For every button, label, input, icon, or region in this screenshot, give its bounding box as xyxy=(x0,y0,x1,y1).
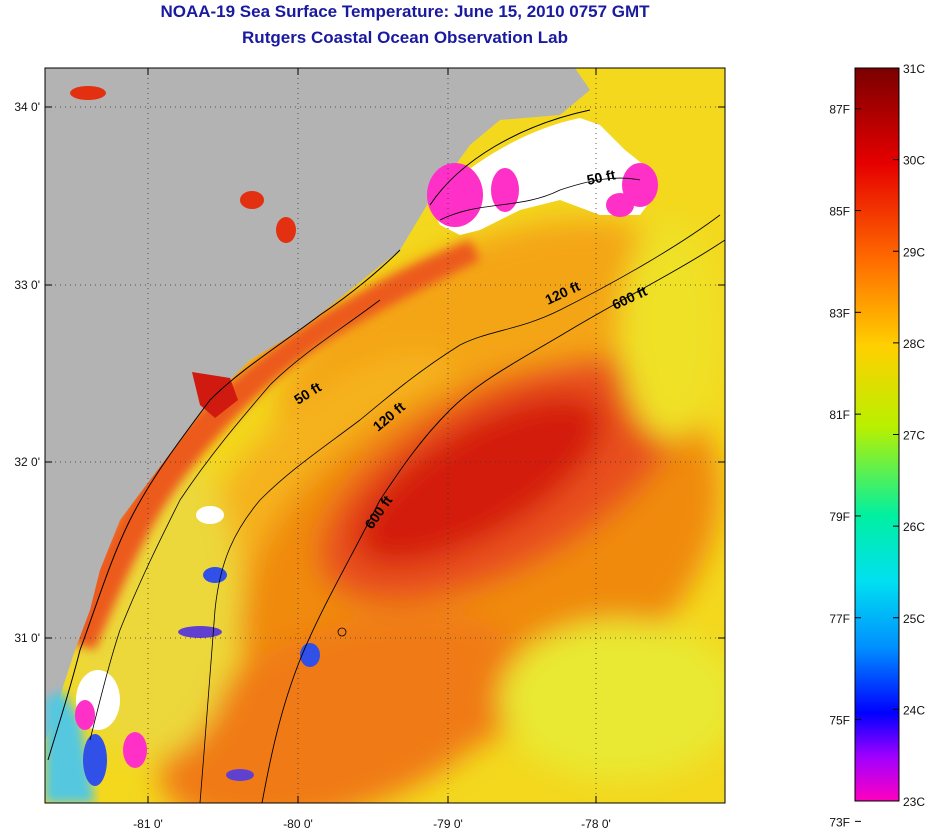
graticule xyxy=(45,68,725,803)
colorbar-fahrenheit-label: 83F xyxy=(829,306,850,320)
colorbar-celsius-label: 29C xyxy=(903,245,925,259)
colorbar-fahrenheit-label: 73F xyxy=(829,815,850,829)
colorbar-celsius-label: 28C xyxy=(903,337,925,351)
colorbar-fahrenheit-label: 85F xyxy=(829,205,850,219)
map-title: NOAA-19 Sea Surface Temperature: June 15… xyxy=(160,2,650,21)
colorbar-fahrenheit-label: 77F xyxy=(829,612,850,626)
isobath-120ft xyxy=(199,214,721,803)
x-tick-label: -81 0' xyxy=(133,817,163,831)
y-tick-label: 31 0' xyxy=(14,631,40,645)
colorbar-fahrenheit-label: 79F xyxy=(829,510,850,524)
axis-ticks xyxy=(45,68,725,803)
colorbar-celsius-labels: 31C 30C 29C 28C 27C 26C 25C 24C 23C xyxy=(903,62,925,809)
colorbar-ticks xyxy=(855,67,899,822)
colorbar-celsius-label: 25C xyxy=(903,612,925,626)
cloud-patch xyxy=(430,118,655,235)
isobath-50ft xyxy=(89,177,641,741)
colorbar-fahrenheit-label: 87F xyxy=(829,103,850,117)
colorbar-celsius-label: 26C xyxy=(903,520,925,534)
colorbar-celsius-label: 23C xyxy=(903,795,925,809)
colorbar-celsius-label: 30C xyxy=(903,154,925,168)
isobath-600ft xyxy=(261,239,725,803)
colorbar-celsius-label: 27C xyxy=(903,429,925,443)
map-subtitle: Rutgers Coastal Ocean Observation Lab xyxy=(242,28,568,47)
y-tick-label: 34 0' xyxy=(14,100,40,114)
x-tick-label: -79 0' xyxy=(433,817,463,831)
contour-label-50ft-north: 50 ft xyxy=(585,166,617,188)
x-tick-label: -78 0' xyxy=(581,817,611,831)
land-mass xyxy=(45,68,590,740)
colorbar-scale xyxy=(854,67,900,802)
map-frame xyxy=(44,67,726,804)
sst-map: 50 ft 120 ft 600 ft 50 ft 120 ft 600 ft … xyxy=(14,67,726,831)
colorbar-fahrenheit-label: 81F xyxy=(829,408,850,422)
sst-field xyxy=(60,219,725,803)
colorbar-celsius-label: 24C xyxy=(903,703,925,717)
y-tick-label: 33 0' xyxy=(14,278,40,292)
y-tick-label: 32 0' xyxy=(14,455,40,469)
x-tick-label: -80 0' xyxy=(283,817,313,831)
temperature-colorbar: 87F 85F 83F 81F 79F 77F 75F 73F 31C 30C 29C 28C 27C… xyxy=(829,62,925,830)
colorbar-fahrenheit-labels: 87F 85F 83F 81F 79F 77F 75F 73F xyxy=(829,103,850,830)
coastal-warm-band xyxy=(60,240,480,650)
coastline xyxy=(47,109,591,761)
colorbar-fahrenheit-label: 75F xyxy=(829,714,850,728)
colorbar-celsius-label: 31C xyxy=(903,62,925,76)
